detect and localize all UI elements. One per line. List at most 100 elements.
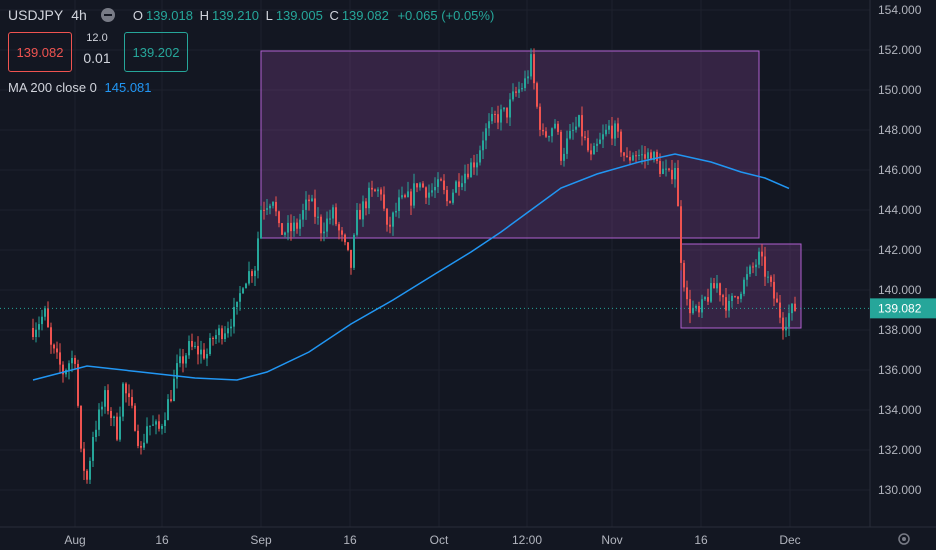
candle-body [161,425,163,429]
candle-body [419,183,421,188]
candle-body [386,208,388,225]
open-value: 139.018 [145,7,193,23]
candle-body [632,155,634,161]
candle-body [590,150,592,155]
range-boxes [260,50,802,329]
candle-body [689,299,691,314]
candle-body [275,201,277,212]
candle-body [539,106,541,130]
candle-body [338,224,340,231]
candle-body [776,298,778,303]
hide-icon[interactable] [100,8,115,22]
candle-body [482,140,484,151]
settings-gear-icon[interactable] [898,533,910,545]
candle-body [257,238,259,271]
candle-body [668,168,670,170]
candle-body [362,201,364,220]
candle-body [302,210,304,220]
ma-indicator-legend[interactable]: MA 200 close 0 145.081 [8,80,152,95]
candle-body [353,234,355,268]
candle-body [545,131,547,137]
candle-body [602,134,604,140]
candle-body [683,262,685,288]
candle-body [50,327,52,345]
candle-body [383,194,385,209]
candle-body [521,88,523,90]
candle-body [770,276,772,282]
candle-body [413,183,415,206]
candle-body [509,99,511,118]
candle-body [158,421,160,429]
candle-body [125,383,127,394]
time-tick-label: 16 [343,533,357,547]
candle-body [794,303,796,311]
candle-body [422,183,424,188]
candle-body [527,76,529,79]
candle-body [140,445,142,448]
candle-body [557,123,559,132]
last-price-tag [870,298,936,319]
price-axis[interactable]: 154.000 152.000 150.000 148.000 146.000 144.0… [869,0,922,527]
candle-body [782,317,784,331]
candle-body [293,222,295,232]
candle-body [506,107,508,118]
candle-body [209,337,211,355]
candle-body [707,297,709,302]
candle-body [584,136,586,138]
candle-body [467,173,469,178]
quantity-value[interactable]: 12.0 [86,32,108,44]
candle-body [656,151,658,162]
candle-body [569,130,571,139]
candle-body [677,168,679,207]
candle-body [389,224,391,227]
candle-body [143,442,145,448]
candle-body [515,91,517,93]
candle-body [704,297,706,300]
candle-body [551,128,553,137]
candle-body [311,198,313,202]
candle-body [758,251,760,265]
time-axis[interactable]: Aug 16 Sep 16 Oct 12:00 Nov 16 Dec [0,526,936,547]
time-tick-label: Nov [601,533,622,547]
candle-body [755,264,757,268]
candle-body [104,390,106,407]
candle-body [74,357,76,364]
sell-button[interactable]: 139.082 [8,32,72,72]
time-tick-label: 16 [694,533,708,547]
candle-body [227,328,229,334]
candle-body [56,348,58,353]
price-tick-label: 130.000 [878,483,922,497]
candle-body [500,109,502,123]
candle-body [32,328,34,337]
price-tick-label: 146.000 [878,163,922,177]
candle-body [701,299,703,313]
candle-body [377,189,379,192]
time-tick-label: 12:00 [512,533,542,547]
candle-body [722,295,724,298]
candle-body [332,207,334,219]
candle-body [188,341,190,356]
candle-body [173,378,175,402]
candle-body [296,222,298,229]
candle-body [662,168,664,174]
candle-body [572,129,574,131]
candle-body [485,128,487,141]
candle-body [359,209,361,220]
candle-body [737,296,739,299]
candle-body [497,114,499,123]
candle-body [53,344,55,349]
candle-body [650,152,652,161]
candle-body [368,187,370,209]
price-tick-label: 152.000 [878,43,922,57]
candle-body [533,54,535,84]
buy-button[interactable]: 139.202 [124,32,188,72]
symbol-name[interactable]: USDJPY [8,7,64,23]
candle-body [254,270,256,277]
candle-body [392,212,394,227]
candle-body [641,154,643,156]
candle-body [134,405,136,431]
change-value: +0.065 (+0.05%) [397,7,495,23]
candle-body [98,409,100,430]
timeframe[interactable]: 4h [71,7,87,23]
